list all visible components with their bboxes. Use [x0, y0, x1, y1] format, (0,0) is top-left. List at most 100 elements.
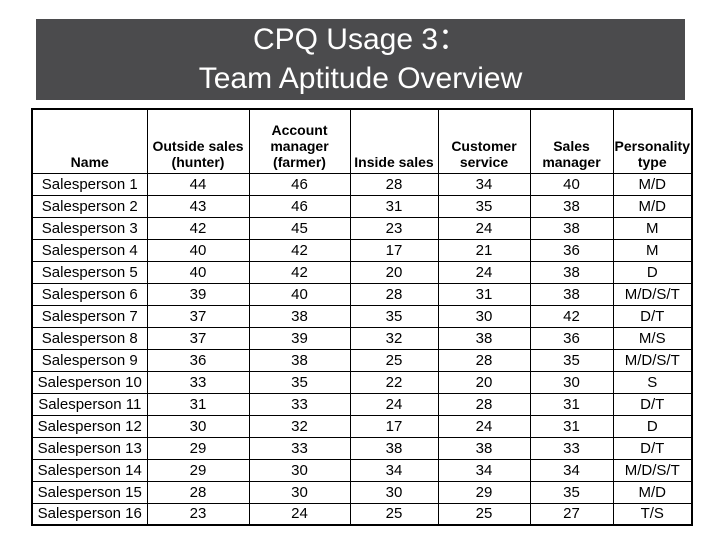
table-row: Salesperson 6 39 40 28 31 38 M/D/S/T	[31, 282, 693, 306]
table-row: Salesperson 4 40 42 17 21 36 M	[31, 238, 693, 262]
score-cell: 30	[349, 480, 439, 504]
score-cell: 43	[146, 194, 250, 218]
personality-type-cell: T/S	[612, 502, 693, 526]
score-cell: 33	[529, 436, 614, 460]
score-cell: 42	[146, 216, 250, 240]
personality-type-cell: M	[612, 216, 693, 240]
personality-type-cell: S	[612, 370, 693, 394]
score-cell: 36	[529, 238, 614, 262]
table-header-row: Name Outside sales (hunter) Account manager(…	[31, 108, 693, 174]
table-row: Salesperson 16 23 24 25 25 27 T/S	[31, 502, 693, 526]
score-cell: 36	[529, 326, 614, 350]
score-cell: 24	[437, 216, 531, 240]
table-row: Salesperson 15 28 30 30 29 35 M/D	[31, 480, 693, 504]
score-cell: 45	[248, 216, 351, 240]
score-cell: 38	[248, 348, 351, 372]
salesperson-name-cell: Salesperson 7	[31, 304, 148, 328]
score-cell: 34	[437, 458, 531, 482]
score-cell: 27	[529, 502, 614, 526]
score-cell: 17	[349, 414, 439, 438]
personality-type-cell: D	[612, 260, 693, 284]
score-cell: 17	[349, 238, 439, 262]
score-cell: 38	[529, 282, 614, 306]
personality-type-cell: M	[612, 238, 693, 262]
personality-type-cell: D/T	[612, 392, 693, 416]
score-cell: 40	[146, 260, 250, 284]
score-cell: 38	[529, 216, 614, 240]
score-cell: 23	[146, 502, 250, 526]
score-cell: 40	[529, 172, 614, 196]
column-header-personality-type: Personality type	[612, 108, 693, 174]
score-cell: 30	[146, 414, 250, 438]
salesperson-name-cell: Salesperson 2	[31, 194, 148, 218]
score-cell: 42	[248, 260, 351, 284]
score-cell: 30	[248, 480, 351, 504]
score-cell: 38	[437, 326, 531, 350]
slide-title-line-2: Team Aptitude Overview	[198, 62, 523, 95]
salesperson-name-cell: Salesperson 4	[31, 238, 148, 262]
table-row: Salesperson 10 33 35 22 20 30 S	[31, 370, 693, 394]
score-cell: 35	[529, 480, 614, 504]
score-cell: 46	[248, 172, 351, 196]
salesperson-name-cell: Salesperson 8	[31, 326, 148, 350]
score-cell: 24	[349, 392, 439, 416]
score-cell: 31	[349, 194, 439, 218]
score-cell: 36	[146, 348, 250, 372]
score-cell: 31	[146, 392, 250, 416]
score-cell: 23	[349, 216, 439, 240]
score-cell: 38	[529, 194, 614, 218]
score-cell: 35	[437, 194, 531, 218]
score-cell: 28	[349, 172, 439, 196]
score-cell: 40	[146, 238, 250, 262]
column-header-sales-manager: Sales manager	[529, 108, 614, 174]
slide-title-bar: CPQ Usage 3： Team Aptitude Overview	[36, 19, 685, 100]
personality-type-cell: M/D/S/T	[612, 348, 693, 372]
table-row: Salesperson 13 29 33 38 38 33 D/T	[31, 436, 693, 460]
score-cell: 29	[146, 436, 250, 460]
salesperson-name-cell: Salesperson 14	[31, 458, 148, 482]
score-cell: 31	[529, 414, 614, 438]
salesperson-name-cell: Salesperson 6	[31, 282, 148, 306]
score-cell: 32	[349, 326, 439, 350]
score-cell: 40	[248, 282, 351, 306]
column-header-account-manager: Account manager (farmer)	[248, 108, 351, 174]
table-row: Salesperson 12 30 32 17 24 31 D	[31, 414, 693, 438]
personality-type-cell: M/D	[612, 172, 693, 196]
score-cell: 25	[437, 502, 531, 526]
score-cell: 34	[349, 458, 439, 482]
slide-title-line-1: CPQ Usage 3：	[252, 23, 469, 56]
salesperson-name-cell: Salesperson 16	[31, 502, 148, 526]
score-cell: 37	[146, 304, 250, 328]
personality-type-cell: M/D	[612, 194, 693, 218]
score-cell: 35	[248, 370, 351, 394]
score-cell: 22	[349, 370, 439, 394]
score-cell: 44	[146, 172, 250, 196]
score-cell: 28	[349, 282, 439, 306]
score-cell: 34	[437, 172, 531, 196]
score-cell: 31	[437, 282, 531, 306]
score-cell: 38	[349, 436, 439, 460]
score-cell: 37	[146, 326, 250, 350]
personality-type-cell: M/D	[612, 480, 693, 504]
score-cell: 25	[349, 348, 439, 372]
score-cell: 24	[437, 414, 531, 438]
table-row: Salesperson 7 37 38 35 30 42 D/T	[31, 304, 693, 328]
table-row: Salesperson 2 43 46 31 35 38 M/D	[31, 194, 693, 218]
score-cell: 35	[349, 304, 439, 328]
salesperson-name-cell: Salesperson 10	[31, 370, 148, 394]
score-cell: 38	[437, 436, 531, 460]
personality-type-cell: D/T	[612, 304, 693, 328]
score-cell: 33	[146, 370, 250, 394]
score-cell: 20	[437, 370, 531, 394]
score-cell: 29	[437, 480, 531, 504]
salesperson-name-cell: Salesperson 5	[31, 260, 148, 284]
salesperson-name-cell: Salesperson 1	[31, 172, 148, 196]
table-row: Salesperson 1 44 46 28 34 40 M/D	[31, 172, 693, 196]
salesperson-name-cell: Salesperson 9	[31, 348, 148, 372]
score-cell: 39	[248, 326, 351, 350]
score-cell: 28	[146, 480, 250, 504]
score-cell: 24	[248, 502, 351, 526]
score-cell: 21	[437, 238, 531, 262]
score-cell: 20	[349, 260, 439, 284]
score-cell: 30	[437, 304, 531, 328]
